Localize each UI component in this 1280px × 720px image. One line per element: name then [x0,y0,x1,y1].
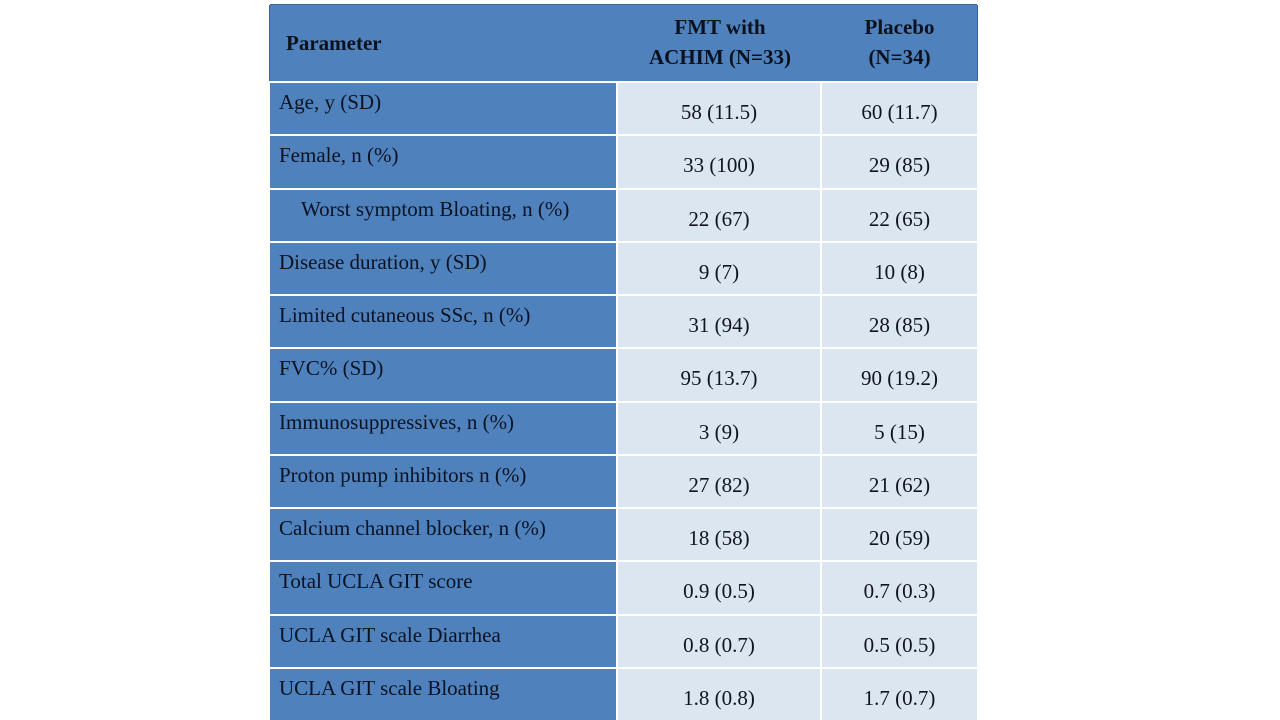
value-cell-placebo: 10 (8) [822,242,977,294]
value-cell-fmt-achim: 9 (7) [618,242,820,294]
value-cell-fmt-achim: 22 (67) [618,189,820,241]
baseline-characteristics-table: Parameter FMT with ACHIM (N=33) Placebo … [270,5,977,720]
parameter-cell: UCLA GIT scale Bloating [270,668,616,720]
value-cell-fmt-achim: 95 (13.7) [618,349,820,401]
value-cell-placebo: 29 (85) [822,136,977,188]
value-cell-placebo: 22 (65) [822,189,977,241]
parameter-cell: Female, n (%) [270,136,616,188]
table-header-row: Parameter FMT with ACHIM (N=33) Placebo … [270,5,977,81]
value-cell-fmt-achim: 27 (82) [618,455,820,507]
value-cell-fmt-achim: 33 (100) [618,136,820,188]
parameter-cell: Calcium channel blocker, n (%) [270,509,616,561]
value-cell-placebo: 5 (15) [822,402,977,454]
value-cell-placebo: 0.5 (0.5) [822,615,977,667]
value-cell-placebo: 0.7 (0.3) [822,562,977,614]
parameter-cell: Limited cutaneous SSc, n (%) [270,296,616,348]
value-cell-placebo: 60 (11.7) [822,83,977,135]
value-cell-fmt-achim: 1.8 (0.8) [618,668,820,720]
parameter-cell: UCLA GIT scale Diarrhea [270,615,616,667]
value-cell-placebo: 28 (85) [822,296,977,348]
value-cell-fmt-achim: 0.9 (0.5) [618,562,820,614]
parameter-cell: Total UCLA GIT score [270,562,616,614]
parameter-cell: Immunosuppressives, n (%) [270,402,616,454]
parameter-cell: Disease duration, y (SD) [270,242,616,294]
value-cell-placebo: 20 (59) [822,509,977,561]
parameter-cell: Proton pump inhibitors n (%) [270,455,616,507]
value-cell-fmt-achim: 18 (58) [618,509,820,561]
parameter-cell: FVC% (SD) [270,349,616,401]
value-cell-fmt-achim: 31 (94) [618,296,820,348]
value-cell-placebo: 1.7 (0.7) [822,668,977,720]
value-cell-fmt-achim: 58 (11.5) [618,83,820,135]
parameter-cell: Age, y (SD) [270,83,616,135]
header-placebo: Placebo (N=34) [864,15,935,69]
value-cell-fmt-achim: 3 (9) [618,402,820,454]
header-parameter: Parameter [286,30,382,55]
value-cell-placebo: 21 (62) [822,455,977,507]
parameter-cell: Worst symptom Bloating, n (%) [270,189,616,241]
header-fmt-achim: FMT with ACHIM (N=33) [648,15,792,69]
value-cell-fmt-achim: 0.8 (0.7) [618,615,820,667]
value-cell-placebo: 90 (19.2) [822,349,977,401]
